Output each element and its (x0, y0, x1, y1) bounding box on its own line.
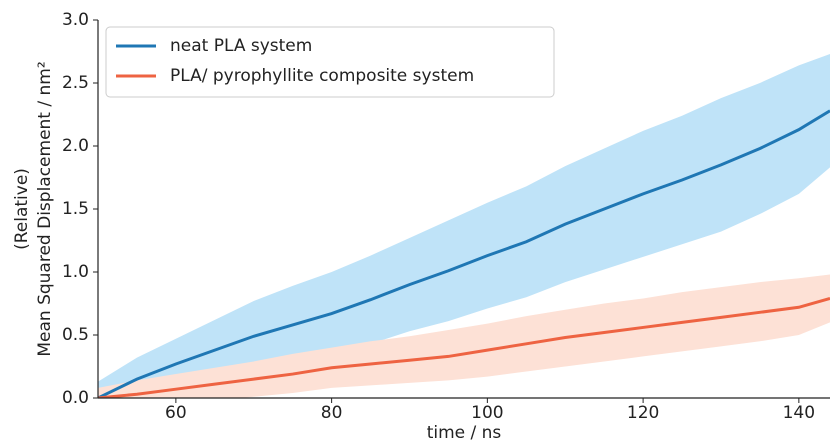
x-tick-label: 60 (165, 403, 187, 423)
y-tick-label: 0.0 (62, 388, 89, 408)
y-tick-label: 1.5 (62, 199, 89, 219)
y-tick-label: 1.0 (62, 262, 89, 282)
x-tick-label: 140 (783, 403, 815, 423)
lines (98, 109, 830, 398)
legend-box (105, 26, 555, 98)
y-tick-label: 3.0 (62, 10, 89, 30)
series-line (98, 297, 830, 398)
y-tick-label: 0.5 (62, 325, 89, 345)
legend-label: neat PLA system (170, 36, 312, 56)
x-tick-label: 80 (321, 403, 343, 423)
bands (98, 54, 830, 398)
x-tick-label: 120 (627, 403, 659, 423)
y-tick-label: 2.5 (62, 73, 89, 93)
x-tick-label: 100 (471, 403, 503, 423)
y-axis-label: (Relative) (12, 168, 32, 250)
error-band (98, 54, 830, 398)
legend-label: PLA/ pyrophyllite composite system (170, 66, 474, 86)
error-band (98, 274, 830, 398)
y-tick-label: 2.0 (62, 136, 89, 156)
y-axis-label: Mean Squared Displacement / nm² (35, 61, 55, 356)
series-line (98, 109, 830, 398)
x-axis-label: time / ns (427, 423, 502, 442)
